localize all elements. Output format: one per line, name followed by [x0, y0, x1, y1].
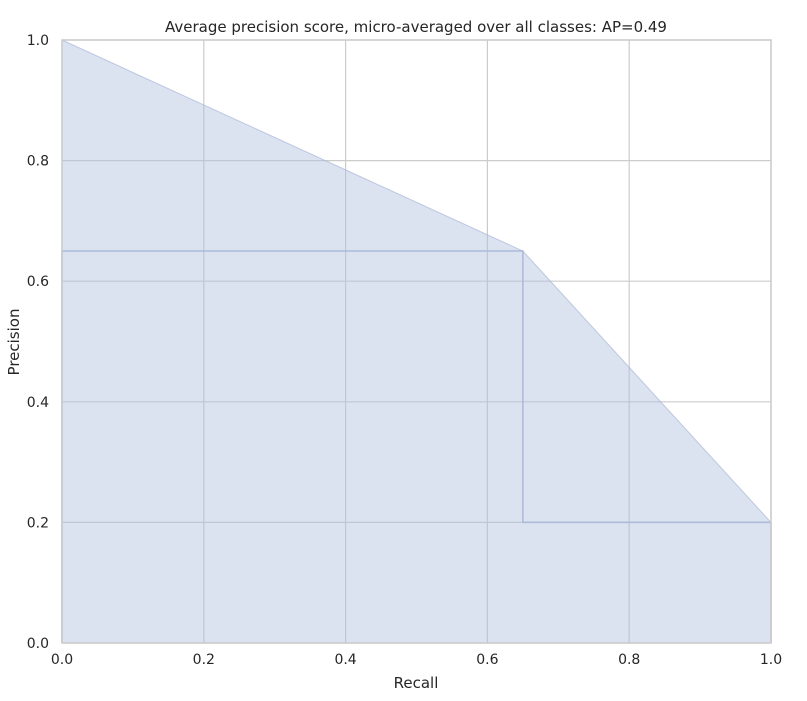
axes-frame — [61, 39, 772, 644]
y-tick-label: 0.0 — [27, 636, 49, 652]
y-axis-ticks: 0.0 0.2 0.4 0.6 0.8 1.0 — [27, 33, 49, 652]
chart-title: Average precision score, micro-averaged … — [165, 18, 667, 36]
x-tick-label: 0.4 — [334, 652, 356, 668]
y-tick-label: 0.2 — [27, 515, 49, 531]
pr-area-fill — [61, 39, 772, 644]
x-tick-label: 0.0 — [51, 652, 73, 668]
y-tick-label: 0.4 — [27, 395, 49, 411]
plot-series — [61, 39, 772, 644]
x-tick-label: 0.6 — [476, 652, 498, 668]
y-tick-label: 1.0 — [27, 33, 49, 49]
x-axis-label: Recall — [394, 674, 439, 692]
x-axis-ticks: 0.0 0.2 0.4 0.6 0.8 1.0 — [51, 652, 782, 668]
y-tick-label: 0.6 — [27, 274, 49, 290]
y-tick-label: 0.8 — [27, 154, 49, 170]
x-tick-label: 1.0 — [760, 652, 782, 668]
x-tick-label: 0.8 — [618, 652, 640, 668]
y-axis-label: Precision — [5, 309, 23, 376]
x-tick-label: 0.2 — [193, 652, 215, 668]
